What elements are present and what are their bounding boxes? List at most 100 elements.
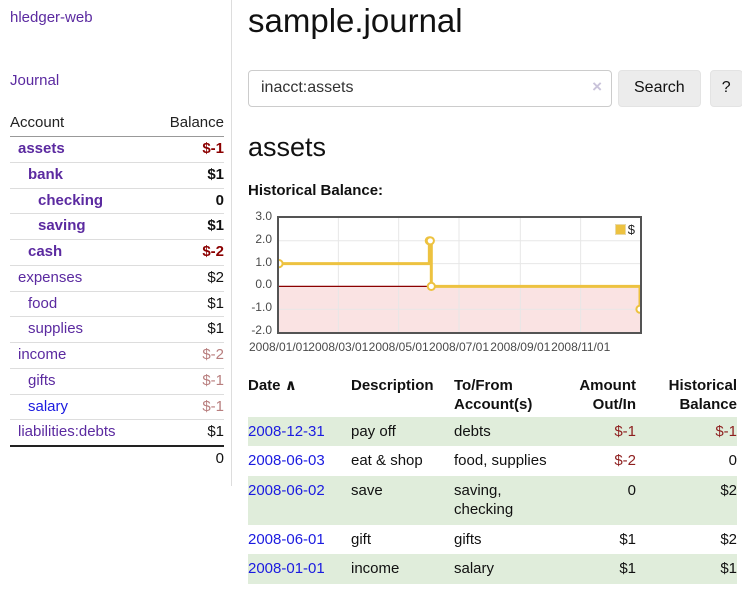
register-header: Historical Balance	[668, 376, 737, 414]
search-input[interactable]	[248, 69, 612, 107]
x-tick-label: 2008/05/01	[368, 339, 429, 354]
register-table: Date ∧ Description To/From Account(s) Amoun…	[248, 374, 737, 584]
account-row: cash $-2	[10, 239, 224, 266]
x-tick-label: 2008/01/01	[248, 339, 310, 354]
account-row: food $1	[10, 290, 224, 317]
account-row: assets $-1	[10, 137, 224, 163]
account-row: salary $-1	[10, 393, 224, 420]
y-tick-label: 0.0	[255, 277, 272, 292]
transaction-date-link[interactable]: 2008-12-31	[248, 422, 325, 440]
y-tick-label: 3.0	[255, 208, 272, 223]
account-link[interactable]: expenses	[18, 268, 83, 286]
register-row: 2008-06-02 save saving, checking 0 $2	[248, 475, 737, 525]
transaction-date-link[interactable]: 2008-01-01	[248, 560, 325, 578]
account-heading: assets	[248, 131, 327, 162]
chart-legend: $	[614, 223, 635, 236]
account-link[interactable]: saving	[38, 217, 86, 235]
account-balance: $1	[151, 316, 224, 343]
register-row: 2008-06-01 gift gifts $1 $2	[248, 525, 737, 555]
transaction-accounts: gifts	[454, 530, 482, 548]
transaction-date-link[interactable]: 2008-06-01	[248, 530, 325, 548]
account-row: checking 0	[10, 187, 224, 214]
nav-journal-link[interactable]: Journal	[10, 72, 60, 89]
clear-search-icon[interactable]: ×	[592, 76, 602, 96]
account-balance: $-1	[151, 367, 224, 394]
x-tick-label: 2008/03/01	[308, 339, 369, 354]
account-row: gifts $-1	[10, 367, 224, 394]
transaction-description: eat & shop	[351, 452, 423, 470]
transaction-date-link[interactable]: 2008-06-03	[248, 452, 325, 470]
account-row: bank $1	[10, 161, 224, 188]
y-tick-label: 2.0	[255, 231, 272, 246]
account-balance: $-1	[202, 140, 224, 157]
x-tick-label: 2008/09/01	[490, 339, 551, 354]
accounts-header-balance: Balance	[151, 112, 224, 137]
account-link[interactable]: salary	[28, 397, 69, 415]
x-tick-label: 2008/07/01	[428, 339, 490, 354]
main-content: sample.journal × Search ? assets Histori…	[232, 0, 742, 594]
sort-ascending-icon: ∧	[284, 376, 297, 394]
account-balance: $1	[151, 161, 224, 188]
accounts-total-row: 0	[10, 445, 224, 472]
register-header-label: Date	[248, 376, 285, 394]
transaction-balance: 0	[728, 452, 737, 470]
account-link[interactable]: liabilities:debts	[18, 423, 116, 441]
chart-plot-area: $	[277, 215, 642, 334]
transaction-description: pay off	[351, 422, 396, 440]
account-row: income $-2	[10, 342, 224, 369]
transaction-balance: $2	[720, 481, 737, 499]
transaction-amount: 0	[627, 481, 636, 499]
transaction-description: income	[351, 560, 400, 578]
app-title-link[interactable]: hledger-web	[10, 9, 93, 26]
transaction-amount: $1	[619, 530, 636, 548]
account-link[interactable]: income	[18, 346, 67, 363]
account-row: supplies $1	[10, 316, 224, 343]
account-balance: $1	[151, 419, 224, 446]
app-title: hledger-web	[10, 9, 224, 27]
accounts-header-account: Account	[10, 112, 152, 137]
historical-balance-chart: $ 3.0 2.0 1.0 0.0 -1.0 -2.0 2008/01/01 2008/03…	[248, 208, 742, 360]
account-link[interactable]: cash	[28, 243, 63, 260]
x-tick-label: 2008/11/01	[551, 339, 611, 354]
account-balance: $-2	[151, 342, 224, 369]
account-link[interactable]: supplies	[28, 320, 84, 338]
transaction-balance: $2	[720, 530, 737, 548]
register-header: To/From Account(s)	[454, 376, 533, 414]
chart-title: Historical Balance:	[248, 181, 384, 199]
transaction-accounts: saving, checking	[454, 481, 514, 519]
accounts-table: Account Balance assets $-1 bank $1 checking 0…	[10, 112, 224, 472]
transaction-description: gift	[351, 530, 372, 548]
account-balance: 0	[151, 187, 224, 214]
transaction-amount: $-2	[614, 452, 636, 470]
transaction-accounts: debts	[454, 422, 491, 440]
transaction-amount: $1	[619, 560, 636, 578]
transaction-date-link[interactable]: 2008-06-02	[248, 481, 325, 499]
register-header: Amount Out/In	[579, 376, 636, 414]
y-tick-label: -2.0	[251, 322, 272, 337]
transaction-balance: $-1	[715, 422, 737, 440]
register-row: 2008-06-03 eat & shop food, supplies $-2 0	[248, 446, 737, 476]
account-link[interactable]: food	[28, 294, 58, 312]
account-balance: $1	[151, 290, 224, 317]
account-link[interactable]: checking	[38, 191, 104, 209]
transaction-accounts: food, supplies	[454, 452, 547, 470]
transaction-accounts: salary	[454, 560, 495, 578]
register-header[interactable]: Date ∧	[248, 374, 343, 417]
account-row: liabilities:debts $1	[10, 419, 224, 446]
register-header-row: Date ∧ Description To/From Account(s) Amoun…	[248, 374, 737, 417]
y-tick-label: -1.0	[251, 300, 272, 315]
transaction-description: save	[351, 481, 383, 499]
account-link[interactable]: gifts	[28, 371, 56, 389]
transaction-balance: $1	[720, 560, 737, 578]
account-link[interactable]: bank	[28, 165, 64, 183]
search-button[interactable]: Search	[618, 69, 701, 107]
y-tick-label: 1.0	[255, 254, 272, 269]
help-button[interactable]: ?	[709, 69, 742, 107]
register-header: Description	[351, 376, 434, 394]
account-row: saving $1	[10, 213, 224, 240]
legend-swatch-icon	[614, 223, 626, 235]
transaction-amount: $-1	[614, 422, 636, 440]
account-row: expenses $2	[10, 264, 224, 291]
account-link[interactable]: assets	[18, 140, 65, 157]
register-row: 2008-01-01 income salary $1 $1	[248, 554, 737, 584]
